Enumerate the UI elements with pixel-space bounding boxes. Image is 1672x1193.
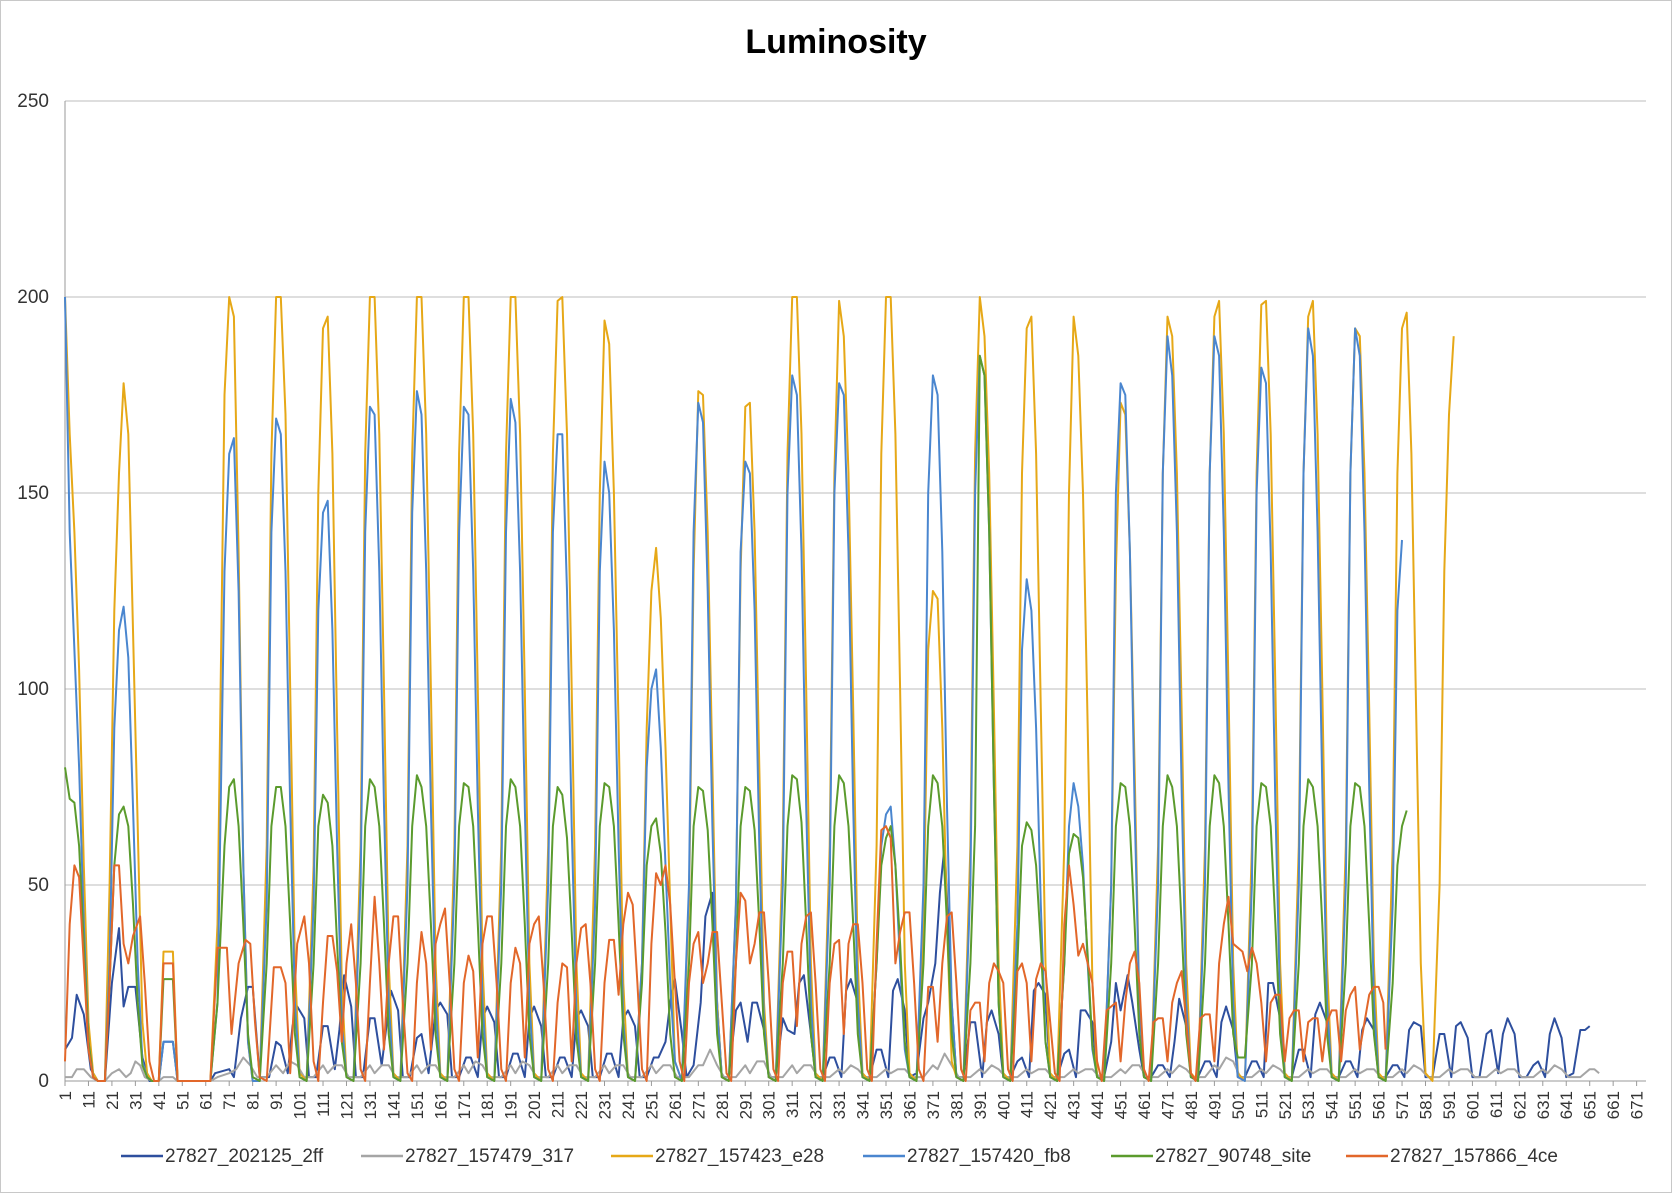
x-tick-label: 201 [525,1091,544,1119]
legend-label: 27827_157479_317 [405,1146,574,1167]
x-tick-label: 501 [1229,1091,1248,1119]
series-line-5 [64,354,1408,1082]
x-tick-label: 281 [713,1091,732,1119]
x-tick-label: 271 [689,1091,708,1119]
x-tick-label: 161 [431,1091,450,1119]
x-tick-label: 351 [877,1091,896,1119]
x-tick-label: 661 [1604,1091,1623,1119]
x-tick-label: 21 [103,1091,122,1110]
series-line-6 [64,825,1387,1082]
y-tick-label: 100 [17,679,49,700]
x-tick-label: 221 [572,1091,591,1119]
x-tick-label: 591 [1440,1091,1459,1119]
x-tick-label: 151 [408,1091,427,1119]
y-axis-tick-labels: 0 50 100 150 200 250 [17,91,49,1092]
x-tick-label: 381 [947,1091,966,1119]
x-tick-label: 511 [1252,1091,1271,1118]
x-tick-label: 521 [1276,1091,1295,1119]
x-tick-label: 191 [502,1091,521,1119]
x-tick-label: 391 [971,1091,990,1119]
legend-item: 27827_157420_fb8 [863,1146,1071,1167]
x-tick-label: 311 [783,1091,802,1118]
x-tick-label: 181 [478,1091,497,1119]
x-tick-label: 451 [1112,1091,1131,1119]
x-tick-label: 541 [1323,1091,1342,1119]
y-tick-label: 150 [17,483,49,504]
x-tick-label: 261 [666,1091,685,1119]
y-tick-label: 0 [38,1071,49,1092]
x-tick-label: 71 [220,1091,239,1110]
x-tick-label: 371 [924,1091,943,1119]
y-tick-label: 200 [17,287,49,308]
x-tick-label: 341 [854,1091,873,1119]
x-tick-label: 81 [244,1091,263,1110]
x-tick-label: 121 [337,1091,356,1119]
x-tick-label: 41 [150,1091,169,1110]
legend-label: 27827_157420_fb8 [907,1146,1071,1167]
x-tick-label: 431 [1065,1091,1084,1119]
x-tick-label: 671 [1628,1091,1647,1119]
x-tick-label: 461 [1135,1091,1154,1119]
y-tick-label: 250 [17,91,49,112]
x-tick-label: 251 [642,1091,661,1119]
chart-title: Luminosity [745,23,927,61]
x-tick-label: 211 [549,1091,568,1118]
x-tick-label: 481 [1182,1091,1201,1119]
legend-item: 27827_202125_2ff [121,1146,324,1167]
x-tick-label: 621 [1510,1091,1529,1119]
x-tick-label: 551 [1346,1091,1365,1119]
x-tick-label: 531 [1299,1091,1318,1119]
x-tick-label: 11 [79,1091,98,1109]
x-tick-label: 471 [1158,1091,1177,1119]
x-tick-label: 361 [900,1091,919,1119]
x-tick-label: 601 [1463,1091,1482,1119]
legend-item: 27827_157423_e28 [611,1146,824,1167]
x-tick-label: 231 [596,1091,615,1119]
x-tick-label: 301 [760,1091,779,1119]
x-axis-tick-labels: 1 11 21 31 41 51 61 71 81 91 101 111 121 131 141 151 161… [56,1081,1647,1119]
x-tick-label: 321 [807,1091,826,1119]
x-tick-label: 401 [994,1091,1013,1119]
legend-item: 27827_90748_site [1111,1146,1311,1167]
x-tick-label: 611 [1487,1091,1506,1118]
x-tick-label: 171 [455,1091,474,1119]
x-tick-label: 51 [173,1091,192,1110]
series-line-4 [64,296,1403,1082]
legend-item: 27827_157479_317 [361,1146,574,1167]
legend-label: 27827_90748_site [1155,1146,1311,1167]
series-line-2 [65,1048,1600,1082]
x-tick-label: 111 [314,1091,333,1117]
x-tick-label: 631 [1534,1091,1553,1119]
x-tick-label: 241 [619,1091,638,1119]
x-tick-label: 641 [1557,1091,1576,1119]
x-tick-label: 581 [1417,1091,1436,1119]
x-tick-label: 61 [197,1091,216,1110]
x-tick-label: 411 [1018,1091,1037,1118]
x-tick-label: 331 [830,1091,849,1119]
x-tick-label: 571 [1393,1091,1412,1119]
x-tick-label: 561 [1370,1091,1389,1119]
x-tick-label: 1 [56,1091,75,1100]
x-tick-label: 441 [1088,1091,1107,1119]
x-tick-label: 421 [1041,1091,1060,1119]
x-tick-label: 491 [1205,1091,1224,1119]
x-tick-label: 291 [736,1091,755,1119]
legend-label: 27827_202125_2ff [165,1146,324,1167]
x-tick-label: 101 [291,1091,310,1119]
x-tick-label: 651 [1581,1091,1600,1119]
legend-item: 27827_157866_4ce [1346,1146,1558,1167]
x-tick-label: 31 [126,1091,145,1110]
x-tick-label: 131 [361,1091,380,1119]
x-tick-label: 141 [384,1091,403,1119]
series-lines [64,296,1600,1082]
legend-label: 27827_157423_e28 [655,1146,824,1167]
x-tick-label: 91 [267,1091,286,1110]
y-tick-label: 50 [28,875,49,896]
legend-label: 27827_157866_4ce [1390,1146,1558,1167]
legend: 27827_202125_2ff 27827_157479_317 27827_15… [121,1146,1558,1167]
